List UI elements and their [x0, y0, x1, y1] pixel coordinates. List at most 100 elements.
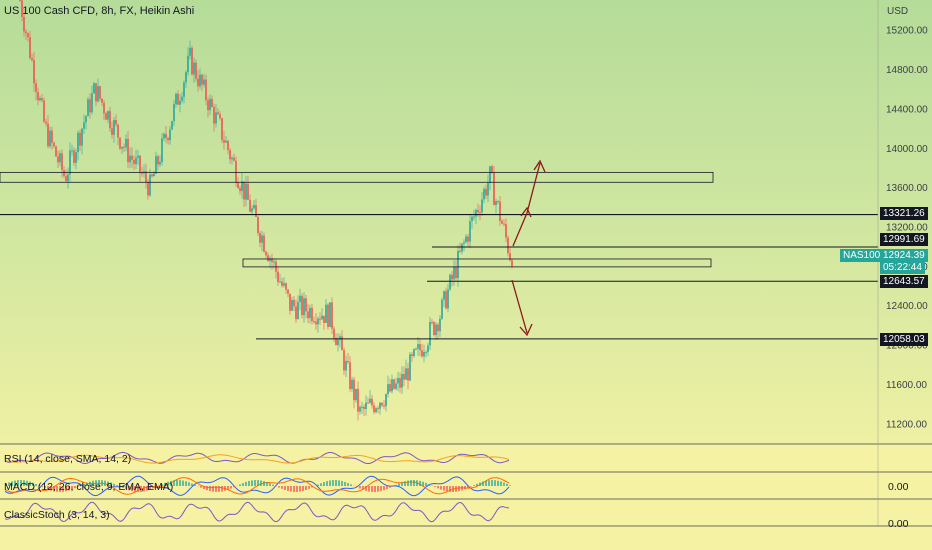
- candle-body: [261, 235, 263, 243]
- candle-body: [253, 205, 255, 209]
- candle-body: [219, 114, 221, 119]
- macd-histogram-bar: [503, 482, 505, 486]
- arrowhead-up: [533, 159, 546, 173]
- candle-body: [131, 155, 133, 160]
- macd-histogram-bar: [68, 486, 70, 491]
- macd-histogram-bar: [149, 486, 151, 490]
- candle-body: [213, 106, 215, 124]
- candle-body: [225, 140, 227, 143]
- candle-body: [241, 181, 243, 192]
- macd-histogram-bar: [86, 482, 88, 486]
- candle-body: [377, 408, 379, 410]
- macd-histogram-bar: [302, 486, 304, 491]
- macd-histogram-bar: [20, 480, 22, 486]
- candle-body: [367, 402, 369, 404]
- macd-histogram-bar: [440, 486, 442, 490]
- macd-histogram-bar: [92, 480, 94, 486]
- macd-histogram-bar: [119, 486, 121, 487]
- candle-body: [479, 212, 481, 214]
- candle-body: [451, 274, 453, 280]
- candle-body: [447, 289, 449, 309]
- candle-body: [39, 98, 41, 101]
- candle-body: [257, 216, 259, 234]
- price-tick: 14000.00: [886, 144, 928, 155]
- macd-histogram-bar: [17, 480, 19, 486]
- candle-body: [149, 174, 151, 196]
- candle-body: [481, 199, 483, 213]
- candle-body: [239, 188, 241, 192]
- candle-body: [165, 133, 167, 139]
- candle-body: [197, 78, 199, 87]
- macd-label[interactable]: MACD (12, 26, close, 9, EMA, EMA): [4, 481, 174, 493]
- candle-body: [441, 299, 443, 319]
- candle-body: [311, 307, 313, 322]
- candle-body: [113, 120, 115, 135]
- candle-body: [195, 62, 197, 79]
- macd-histogram-bar: [455, 486, 457, 492]
- candle-body: [83, 122, 85, 129]
- candle-body: [193, 62, 195, 75]
- candle-body: [373, 405, 375, 413]
- candle-body: [317, 318, 319, 325]
- candle-body: [173, 104, 175, 122]
- stoch-label[interactable]: ClassicStoch (3, 14, 3): [4, 509, 110, 521]
- macd-histogram-bar: [188, 482, 190, 486]
- current-price-tag: 12924.39: [880, 249, 928, 262]
- rsi-signal-line: [4, 454, 510, 464]
- candle-body: [307, 311, 309, 319]
- macd-histogram-bar: [323, 482, 325, 486]
- candle-body: [107, 111, 109, 120]
- candle-body: [41, 98, 43, 101]
- macd-histogram-bar: [248, 480, 250, 486]
- candle-body: [411, 354, 413, 356]
- macd-histogram-bar: [182, 480, 184, 486]
- macd-histogram-bar: [71, 486, 73, 490]
- macd-histogram-bar: [224, 486, 226, 491]
- macd-histogram-bar: [368, 486, 370, 492]
- candle-body: [417, 344, 419, 349]
- macd-histogram-bar: [134, 486, 136, 492]
- rsi-label[interactable]: RSI (14, close, SMA, 14, 2): [4, 453, 132, 465]
- candle-body: [123, 146, 125, 148]
- candle-body: [375, 408, 377, 413]
- macd-histogram-bar: [320, 483, 322, 486]
- candle-body: [117, 124, 119, 138]
- candle-body: [499, 201, 501, 222]
- candle-body: [503, 223, 505, 225]
- candle-body: [235, 160, 237, 183]
- candle-body: [469, 221, 471, 242]
- macd-histogram-bar: [422, 481, 424, 486]
- macd-histogram-bar: [167, 481, 169, 486]
- candle-body: [427, 345, 429, 352]
- candle-body: [19, 0, 21, 2]
- macd-histogram-bar: [332, 480, 334, 486]
- candle-body: [297, 302, 299, 320]
- macd-histogram-bar: [26, 480, 28, 486]
- macd-histogram-bar: [77, 486, 79, 487]
- price-tick: 12000.00: [886, 341, 928, 352]
- candle-body: [169, 129, 171, 141]
- macd-histogram-bar: [29, 481, 31, 486]
- candle-body: [383, 405, 385, 407]
- projection-arrow: [526, 162, 541, 214]
- macd-histogram-bar: [35, 483, 37, 486]
- macd-histogram-bar: [53, 486, 55, 492]
- candle-body: [335, 337, 337, 346]
- candle-body: [339, 336, 341, 340]
- candle-body: [397, 378, 399, 384]
- candle-body: [385, 394, 387, 407]
- candle-body: [331, 302, 333, 329]
- macd-histogram-bar: [299, 486, 301, 492]
- macd-histogram-bar: [95, 480, 97, 486]
- candle-body: [67, 174, 69, 182]
- macd-histogram-bar: [14, 480, 16, 486]
- candle-body: [501, 221, 503, 224]
- macd-histogram-bar: [62, 486, 64, 492]
- candle-body: [323, 315, 325, 323]
- macd-histogram-bar: [59, 486, 61, 492]
- candle-body: [215, 112, 217, 124]
- macd-histogram-bar: [410, 480, 412, 486]
- macd-histogram-bar: [476, 483, 478, 486]
- macd-histogram-bar: [404, 481, 406, 486]
